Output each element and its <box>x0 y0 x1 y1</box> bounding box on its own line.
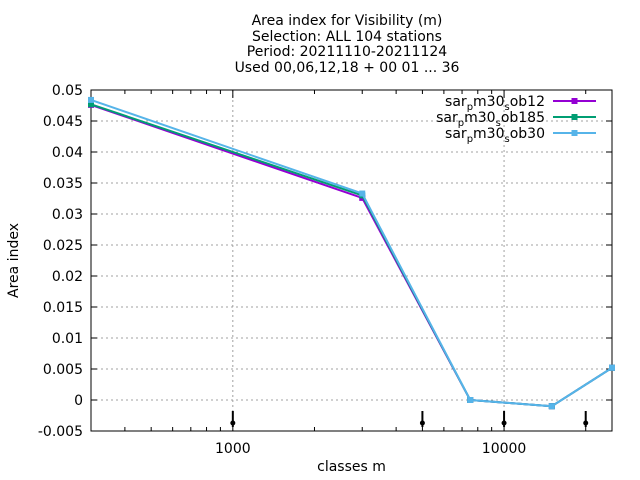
y-tick-label: 0.005 <box>43 362 83 378</box>
y-tick-label: 0.05 <box>52 83 83 99</box>
axis-ticks <box>91 89 612 432</box>
series-point-1 <box>88 101 94 108</box>
y-tick-label: 0.025 <box>43 238 83 254</box>
legend-text-part: p <box>467 102 473 113</box>
x-tick-labels: 1000 10000 <box>215 441 526 457</box>
y-tick-labels: -0.005 0 0.005 0.01 0.015 0.02 0.025 0.03 0.035 0… <box>38 83 83 440</box>
plot-frame <box>90 89 613 432</box>
series-line-0 <box>90 103 613 408</box>
legend-text-part: p <box>458 118 464 129</box>
x-marker-dot <box>501 420 507 426</box>
legend-text-part: ob185 <box>501 110 545 126</box>
y-tick-label: 0.04 <box>52 145 83 161</box>
title-line-4: Used 00,06,12,18 + 00 01 ... 36 <box>235 60 460 76</box>
series <box>88 96 615 410</box>
x-axis-label: classes m <box>317 459 386 475</box>
series-point-2 <box>548 403 555 410</box>
y-tick-label: 0.03 <box>52 207 83 223</box>
legend-text-part: sar <box>445 126 467 142</box>
legend-text-part: p <box>467 134 473 145</box>
series-point-2 <box>359 190 366 197</box>
legend-swatch-point-1 <box>571 114 578 120</box>
y-axis-label: Area index <box>6 223 22 298</box>
legend-text-part: m30 <box>473 126 504 142</box>
series-point-2 <box>88 96 94 103</box>
title-line-3: Period: 20211110-20211124 <box>247 44 447 60</box>
y-tick-label: 0.01 <box>52 331 83 347</box>
x-tick-label: 1000 <box>215 441 251 457</box>
y-tick-label: 0.035 <box>43 176 83 192</box>
title-line-1: Area index for Visibility (m) <box>252 13 443 29</box>
series-line-1 <box>90 103 613 408</box>
x-marker-dot <box>583 420 589 426</box>
legend-text-part: m30 <box>464 110 495 126</box>
x-marker-dot <box>230 420 236 426</box>
x-tick-label: 10000 <box>482 441 527 457</box>
grid <box>91 89 612 432</box>
y-tick-label: 0.015 <box>43 300 83 316</box>
chart-title: Area index for Visibility (m) Selection:… <box>235 13 460 76</box>
legend-text-part: ob30 <box>510 126 545 142</box>
legend-swatch-point-2 <box>571 130 578 136</box>
legend-text-part: s <box>505 134 510 145</box>
y-tick-label: -0.005 <box>38 424 83 440</box>
series-point-2 <box>467 397 474 403</box>
legend-label-1: sarpm30sob185 <box>436 110 545 129</box>
series-point-2 <box>609 364 615 371</box>
x-marker-dot <box>419 420 425 426</box>
legend-label-2: sarpm30sob30 <box>445 126 545 145</box>
legend-text-part: m30 <box>473 94 504 110</box>
x-markers <box>230 411 589 427</box>
y-tick-label: 0.045 <box>43 114 83 130</box>
legend-label-0: sarpm30sob12 <box>445 94 545 113</box>
legend-text-part: ob12 <box>510 94 545 110</box>
series-line-2 <box>90 98 613 408</box>
legend-text-part: sar <box>445 94 467 110</box>
legend-swatch-point-0 <box>571 98 578 104</box>
y-tick-label: 0.02 <box>52 269 83 285</box>
title-line-2: Selection: ALL 104 stations <box>252 29 442 45</box>
y-tick-label: 0 <box>74 393 83 409</box>
legend-text-part: s <box>505 102 510 113</box>
legend-text-part: s <box>496 118 501 129</box>
legend-text-part: sar <box>436 110 458 126</box>
